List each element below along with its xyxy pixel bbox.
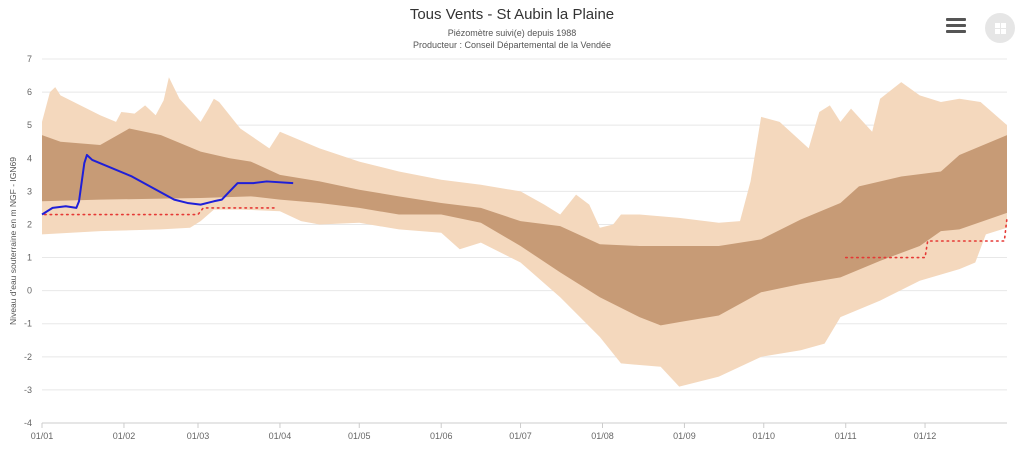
y-tick-label: 7 bbox=[27, 54, 32, 64]
y-tick-label: 2 bbox=[27, 219, 32, 229]
x-tick-label: 01/07 bbox=[509, 431, 532, 441]
y-tick-label: 5 bbox=[27, 120, 32, 130]
threshold-line bbox=[43, 207, 276, 216]
x-tick-label: 01/03 bbox=[187, 431, 210, 441]
y-tick-label: -2 bbox=[24, 352, 32, 362]
y-tick-label: 0 bbox=[27, 286, 32, 296]
chart-subtitle-producer: Producteur : Conseil Départemental de la… bbox=[412, 40, 612, 50]
grid-view-button[interactable] bbox=[985, 13, 1015, 43]
quantile-band bbox=[42, 128, 1007, 326]
current-year-line bbox=[41, 153, 294, 216]
x-tick-label: 01/05 bbox=[348, 431, 371, 441]
hamburger-menu-icon[interactable] bbox=[946, 18, 966, 34]
y-tick-label: -4 bbox=[24, 418, 32, 428]
y-tick-label: 6 bbox=[27, 87, 32, 97]
x-tick-label: 01/04 bbox=[269, 431, 292, 441]
y-axis-title: Niveau d'eau souterraine en m NGF - IGN6… bbox=[8, 157, 18, 325]
x-tick-label: 01/08 bbox=[591, 431, 614, 441]
grid-view-icon bbox=[994, 22, 1006, 34]
x-tick-label: 01/12 bbox=[914, 431, 937, 441]
x-tick-label: 01/11 bbox=[835, 431, 857, 441]
y-tick-label: -3 bbox=[24, 385, 32, 395]
x-tick-label: 01/01 bbox=[31, 431, 54, 441]
y-tick-label: 1 bbox=[27, 253, 32, 263]
chart-subtitle-monitoring: Piézomètre suivi(e) depuis 1988 bbox=[447, 28, 577, 38]
x-tick-label: 01/09 bbox=[673, 431, 696, 441]
y-tick-label: 3 bbox=[27, 186, 32, 196]
x-tick-label: 01/06 bbox=[430, 431, 453, 441]
x-tick-label: 01/02 bbox=[113, 431, 136, 441]
y-tick-label: 4 bbox=[27, 153, 32, 163]
chart-title: Tous Vents - St Aubin la Plaine bbox=[409, 6, 615, 23]
y-tick-label: -1 bbox=[24, 319, 32, 329]
x-tick-label: 01/10 bbox=[753, 431, 776, 441]
